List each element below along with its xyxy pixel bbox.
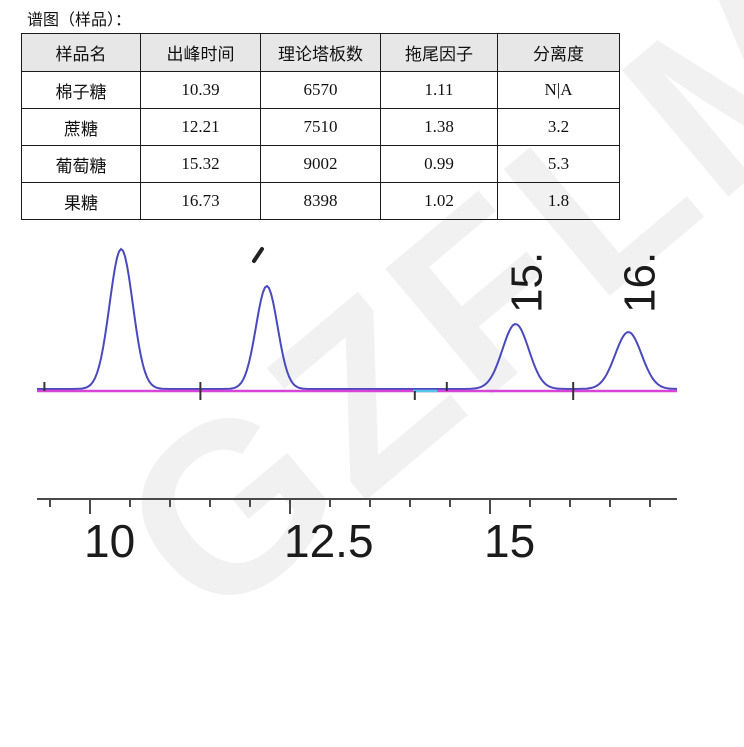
table-cell: 5.3 (497, 145, 620, 183)
column-header: 样品名 (21, 33, 141, 72)
table-row: 葡萄糖 15.32 9002 0.99 5.3 (21, 145, 620, 183)
table-cell: 葡萄糖 (21, 145, 141, 183)
results-table: 样品名 出峰时间 理论塔板数 拖尾因子 分离度 棉子糖 10.39 6570 1.11 N|A 蔗… (21, 33, 620, 220)
table-cell: 6570 (260, 71, 381, 109)
column-header: 拖尾因子 (380, 33, 498, 72)
table-row: 棉子糖 10.39 6570 1.11 N|A (21, 71, 620, 109)
table-body: 棉子糖 10.39 6570 1.11 N|A 蔗糖 12.21 7510 1.38 3.2 葡萄糖… (21, 71, 620, 220)
peak-retention-label: 15. (503, 252, 552, 313)
table-cell: 1.8 (497, 182, 620, 220)
table-cell: 10.39 (140, 71, 261, 109)
table-cell: 0.99 (380, 145, 498, 183)
column-header: 出峰时间 (140, 33, 261, 72)
table-cell: 蔗糖 (21, 108, 141, 146)
table-cell: 1.02 (380, 182, 498, 220)
table-cell: 16.73 (140, 182, 261, 220)
table-cell: 8398 (260, 182, 381, 220)
table-header-row: 样品名 出峰时间 理论塔板数 拖尾因子 分离度 (21, 33, 620, 72)
table-row: 果糖 16.73 8398 1.02 1.8 (21, 182, 620, 220)
table-cell: 7510 (260, 108, 381, 146)
table-cell: N|A (497, 71, 620, 109)
table-cell: 12.21 (140, 108, 261, 146)
clipped-peak-label-fragment (252, 247, 264, 263)
peak-retention-label: 16. (615, 252, 664, 313)
chromatogram-svg: 15. 16. 10 12.5 15 (37, 247, 677, 567)
table-cell: 3.2 (497, 108, 620, 146)
x-axis-tick-label: 10 (84, 515, 135, 567)
page-title: 谱图（样品）： (27, 12, 132, 29)
column-header: 理论塔板数 (260, 33, 381, 72)
x-axis-tick-label: 12.5 (284, 515, 374, 567)
column-header: 分离度 (497, 33, 620, 72)
table-cell: 1.11 (380, 71, 498, 109)
chromatogram-trace (37, 247, 677, 390)
table-cell: 棉子糖 (21, 71, 141, 109)
table-row: 蔗糖 12.21 7510 1.38 3.2 (21, 108, 620, 146)
table-cell: 1.38 (380, 108, 498, 146)
table-cell: 果糖 (21, 182, 141, 220)
table-cell: 15.32 (140, 145, 261, 183)
table-cell: 9002 (260, 145, 381, 183)
x-axis-tick-label: 15 (484, 515, 535, 567)
